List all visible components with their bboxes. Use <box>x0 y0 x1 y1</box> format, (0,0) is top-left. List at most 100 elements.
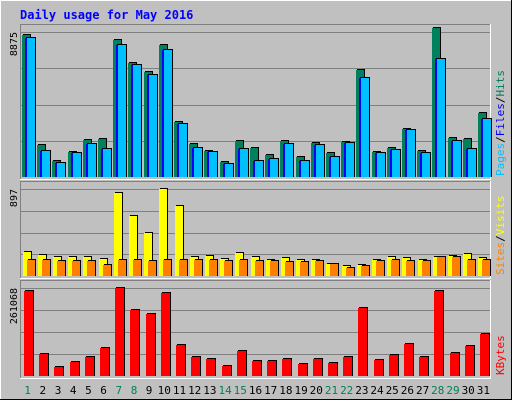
bar-visits-day-8 <box>129 216 137 276</box>
bar-sites-day-2 <box>42 260 50 276</box>
bar-sites-day-6 <box>103 265 111 276</box>
axis-series-label: KBytes <box>494 335 507 375</box>
bar-pages-day-26 <box>407 130 415 177</box>
bar-kbytes-day-16 <box>252 361 261 376</box>
bar-pages-day-14 <box>225 164 233 177</box>
bar-pages-day-19 <box>301 161 309 177</box>
bar-sites-day-15 <box>239 260 247 276</box>
y-max-label: 8875 <box>9 32 20 56</box>
bar-pages-day-11 <box>179 124 187 177</box>
x-tick-label-day-23: 23 <box>355 384 368 397</box>
axis-label-part: Sites <box>494 242 507 275</box>
axis-label-part: Pages <box>494 143 507 176</box>
x-tick-label-day-14: 14 <box>218 384 232 397</box>
bar-sites-day-1 <box>27 260 35 276</box>
bar-sites-day-16 <box>255 261 263 276</box>
bar-sites-day-13 <box>209 260 217 276</box>
bar-pages-day-13 <box>209 152 217 177</box>
axis-label-part: / <box>494 235 507 242</box>
bar-sites-day-18 <box>285 262 293 276</box>
bar-pages-day-20 <box>316 145 324 177</box>
x-tick-label-day-9: 9 <box>146 384 153 397</box>
bar-visits-day-10 <box>159 189 167 276</box>
bar-pages-day-31 <box>483 119 491 177</box>
bar-sites-day-20 <box>315 261 323 276</box>
bar-kbytes-day-8 <box>130 310 139 376</box>
axis-label-part: / <box>494 97 507 104</box>
axis-series-label: Pages/Files/Hits <box>494 70 507 176</box>
x-tick-label-day-12: 12 <box>188 384 201 397</box>
bar-pages-day-6 <box>103 149 111 177</box>
chart-title: Daily usage for May 2016 <box>20 8 193 22</box>
bar-kbytes-day-1 <box>24 291 33 376</box>
bar-kbytes-day-18 <box>282 359 291 376</box>
bar-pages-day-29 <box>453 141 461 177</box>
y-max-label: 897 <box>9 189 20 207</box>
bar-kbytes-day-30 <box>465 346 474 376</box>
x-tick-label-day-2: 2 <box>39 384 46 397</box>
bar-sites-day-17 <box>270 261 278 276</box>
x-tick-label-day-6: 6 <box>100 384 107 397</box>
bar-sites-day-4 <box>72 261 80 276</box>
bar-sites-day-25 <box>391 260 399 276</box>
bar-sites-day-31 <box>482 260 490 276</box>
bar-kbytes-day-2 <box>39 354 48 376</box>
bar-kbytes-day-11 <box>176 345 185 376</box>
bar-sites-day-7 <box>118 260 126 276</box>
bar-pages-day-24 <box>377 153 385 177</box>
bar-visits-day-11 <box>175 206 183 276</box>
bar-sites-day-11 <box>179 260 187 276</box>
bar-kbytes-day-5 <box>85 357 94 376</box>
x-tick-label-day-27: 27 <box>416 384 429 397</box>
bar-kbytes-day-28 <box>434 291 443 376</box>
bar-kbytes-day-12 <box>191 357 200 376</box>
bar-pages-day-23 <box>361 78 369 177</box>
bar-kbytes-day-3 <box>54 367 63 376</box>
bar-kbytes-day-15 <box>237 351 246 376</box>
x-tick-label-day-24: 24 <box>370 384 384 397</box>
bar-sites-day-10 <box>163 260 171 276</box>
bar-kbytes-day-14 <box>222 366 231 376</box>
x-tick-label-day-22: 22 <box>340 384 353 397</box>
bar-sites-day-22 <box>346 268 354 276</box>
bar-pages-day-10 <box>164 50 172 177</box>
bar-kbytes-day-23 <box>358 308 367 376</box>
bar-kbytes-day-9 <box>146 314 155 376</box>
axis-label-part: KBytes <box>494 335 507 375</box>
bar-pages-day-8 <box>133 65 141 177</box>
bar-sites-day-23 <box>361 266 369 276</box>
bar-sites-day-5 <box>87 261 95 276</box>
bar-sites-day-3 <box>57 261 65 276</box>
axis-label-part: Files <box>494 103 507 136</box>
bar-sites-day-9 <box>148 261 156 276</box>
bar-kbytes-day-17 <box>267 361 276 376</box>
bar-sites-day-24 <box>376 261 384 276</box>
bar-sites-day-28 <box>437 257 445 276</box>
x-tick-label-day-7: 7 <box>115 384 122 397</box>
x-tick-label-day-30: 30 <box>462 384 475 397</box>
x-tick-label-day-15: 15 <box>234 384 247 397</box>
bar-sites-day-19 <box>300 262 308 276</box>
bar-pages-day-30 <box>468 149 476 177</box>
bar-kbytes-day-13 <box>206 359 215 376</box>
bar-kbytes-day-31 <box>480 334 489 376</box>
bar-pages-day-22 <box>346 143 354 177</box>
bar-sites-day-27 <box>422 261 430 276</box>
bar-pages-day-7 <box>118 45 126 177</box>
bar-pages-day-21 <box>331 157 339 177</box>
bar-sites-day-29 <box>452 257 460 276</box>
bar-kbytes-day-24 <box>374 360 383 376</box>
panel-2: 897 Sites/Visits <box>9 181 507 279</box>
bar-kbytes-day-6 <box>100 348 109 376</box>
panel-3: 261068 KBytes <box>9 280 507 379</box>
bar-sites-day-26 <box>406 261 414 276</box>
bar-pages-day-9 <box>149 75 157 177</box>
axis-label-part: Visits <box>494 196 507 236</box>
bar-pages-day-12 <box>194 148 202 177</box>
bar-pages-day-28 <box>437 59 445 177</box>
x-tick-label-day-13: 13 <box>203 384 216 397</box>
y-max-label: 261068 <box>9 288 20 324</box>
bar-pages-day-16 <box>255 161 263 177</box>
bar-pages-day-17 <box>270 159 278 177</box>
